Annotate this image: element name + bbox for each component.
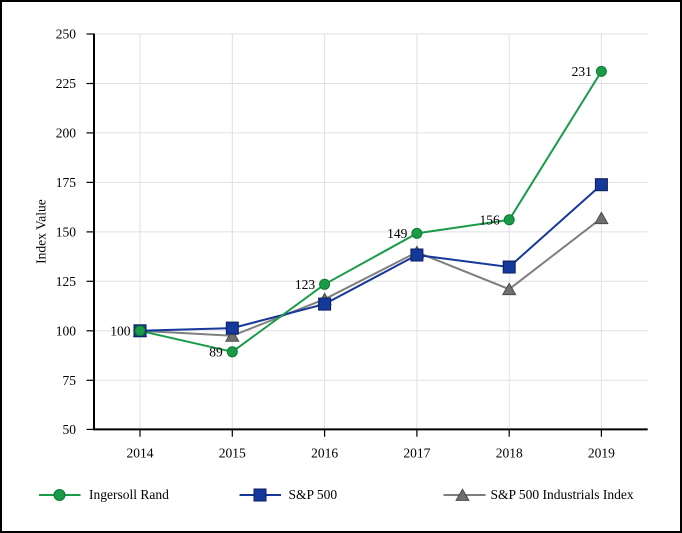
svg-text:Ingersoll Rand: Ingersoll Rand xyxy=(89,487,169,502)
svg-text:150: 150 xyxy=(56,224,77,239)
svg-text:89: 89 xyxy=(209,344,223,359)
svg-text:S&P 500: S&P 500 xyxy=(289,487,338,502)
svg-text:123: 123 xyxy=(295,277,316,292)
svg-text:100: 100 xyxy=(56,323,77,338)
svg-text:2016: 2016 xyxy=(311,445,338,460)
svg-text:2019: 2019 xyxy=(588,445,615,460)
svg-text:2018: 2018 xyxy=(496,445,523,460)
svg-text:200: 200 xyxy=(56,125,77,140)
svg-text:2015: 2015 xyxy=(219,445,246,460)
svg-text:225: 225 xyxy=(56,76,77,91)
svg-text:175: 175 xyxy=(56,175,77,190)
svg-text:50: 50 xyxy=(63,422,77,437)
svg-text:100: 100 xyxy=(110,323,131,338)
svg-text:149: 149 xyxy=(387,226,408,241)
svg-text:75: 75 xyxy=(63,373,77,388)
svg-text:231: 231 xyxy=(572,64,592,79)
svg-text:2017: 2017 xyxy=(403,445,430,460)
svg-text:125: 125 xyxy=(56,274,77,289)
svg-text:Index Value: Index Value xyxy=(34,199,49,264)
svg-text:250: 250 xyxy=(56,27,77,42)
svg-text:2014: 2014 xyxy=(127,445,154,460)
svg-text:156: 156 xyxy=(479,212,500,227)
svg-text:S&P 500 Industrials Index: S&P 500 Industrials Index xyxy=(491,487,634,502)
